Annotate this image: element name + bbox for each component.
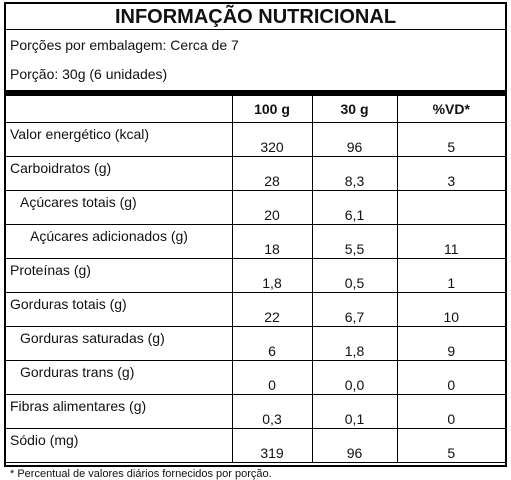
nutrient-name: Açúcares adicionados (g) xyxy=(6,224,233,259)
nutrient-row: Fibras alimentares (g) 0,3 0,1 0 xyxy=(6,394,505,429)
nutrient-value: 28 xyxy=(231,156,313,191)
nutrient-value: 0 xyxy=(231,360,313,395)
nutrient-value: 5,5 xyxy=(311,224,398,259)
nutrient-row: Gorduras totais (g) 22 6,7 10 xyxy=(6,292,505,327)
nutrient-value: 96 xyxy=(311,122,398,157)
nutrient-row: Valor energético (kcal) 320 96 5 xyxy=(6,122,505,157)
nutrient-value: 6,1 xyxy=(311,190,398,225)
nutrient-row: Sódio (mg) 319 96 5 xyxy=(6,428,505,463)
nutrient-value: 5 xyxy=(396,122,505,157)
nutrient-name: Gorduras totais (g) xyxy=(6,292,233,327)
nutrient-value: 22 xyxy=(231,292,313,327)
column-header: %VD* xyxy=(396,95,505,123)
nutrient-row: Açúcares totais (g) 20 6,1 xyxy=(6,190,505,225)
nutrient-value: 10 xyxy=(396,292,505,327)
nutrient-row: Carboidratos (g) 28 8,3 3 xyxy=(6,156,505,191)
nutrient-value: 1 xyxy=(396,258,505,293)
nutrient-value: 0,1 xyxy=(311,394,398,429)
nutrient-value xyxy=(396,190,505,225)
nutrition-table: 100 g 30 g %VD* Valor energético (kcal) 320… xyxy=(6,95,505,463)
nutrient-name: Sódio (mg) xyxy=(6,428,233,463)
nutrient-value: 18 xyxy=(231,224,313,259)
nutrient-name: Açúcares totais (g) xyxy=(6,190,233,225)
blank-header xyxy=(6,95,233,123)
nutrient-value: 6 xyxy=(231,326,313,361)
nutrient-value: 0,0 xyxy=(311,360,398,395)
nutrient-value: 1,8 xyxy=(311,326,398,361)
nutrient-name: Fibras alimentares (g) xyxy=(6,394,233,429)
nutrient-value: 0 xyxy=(396,360,505,395)
column-header: 30 g xyxy=(311,95,398,123)
nutrient-name: Carboidratos (g) xyxy=(6,156,233,191)
nutrient-value: 1,8 xyxy=(231,258,313,293)
nutrient-value: 5 xyxy=(396,428,505,463)
nutrient-value: 320 xyxy=(231,122,313,157)
nutrient-row: Açúcares adicionados (g) 18 5,5 11 xyxy=(6,224,505,259)
nutrient-row: Gorduras saturadas (g) 6 1,8 9 xyxy=(6,326,505,361)
nutrient-name: Proteínas (g) xyxy=(6,258,233,293)
servings: Porções por embalagem: Cerca de 7 xyxy=(10,37,239,53)
title: INFORMAÇÃO NUTRICIONAL xyxy=(6,4,505,30)
footnote: * Percentual de valores diários fornecid… xyxy=(10,468,272,480)
nutrient-value: 20 xyxy=(231,190,313,225)
nutrient-name: Valor energético (kcal) xyxy=(6,122,233,157)
nutrient-value: 0,3 xyxy=(231,394,313,429)
nutrient-value: 3 xyxy=(396,156,505,191)
header-row: 100 g 30 g %VD* xyxy=(6,95,505,123)
nutrient-value: 11 xyxy=(396,224,505,259)
column-header: 100 g xyxy=(231,95,313,123)
nutrient-value: 0 xyxy=(396,394,505,429)
nutrient-value: 0,5 xyxy=(311,258,398,293)
nutrient-value: 96 xyxy=(311,428,398,463)
nutrient-row: Proteínas (g) 1,8 0,5 1 xyxy=(6,258,505,293)
nutrient-value: 8,3 xyxy=(311,156,398,191)
nutrient-row: Gorduras trans (g) 0 0,0 0 xyxy=(6,360,505,395)
separator-bar xyxy=(6,90,505,95)
nutrition-label: INFORMAÇÃO NUTRICIONAL Porções por embal… xyxy=(4,2,507,480)
portion: Porção: 30g (6 unidades) xyxy=(10,66,168,82)
nutrient-value: 6,7 xyxy=(311,292,398,327)
nutrient-name: Gorduras trans (g) xyxy=(6,360,233,395)
nutrient-name: Gorduras saturadas (g) xyxy=(6,326,233,361)
nutrient-value: 319 xyxy=(231,428,313,463)
nutrient-value: 9 xyxy=(396,326,505,361)
